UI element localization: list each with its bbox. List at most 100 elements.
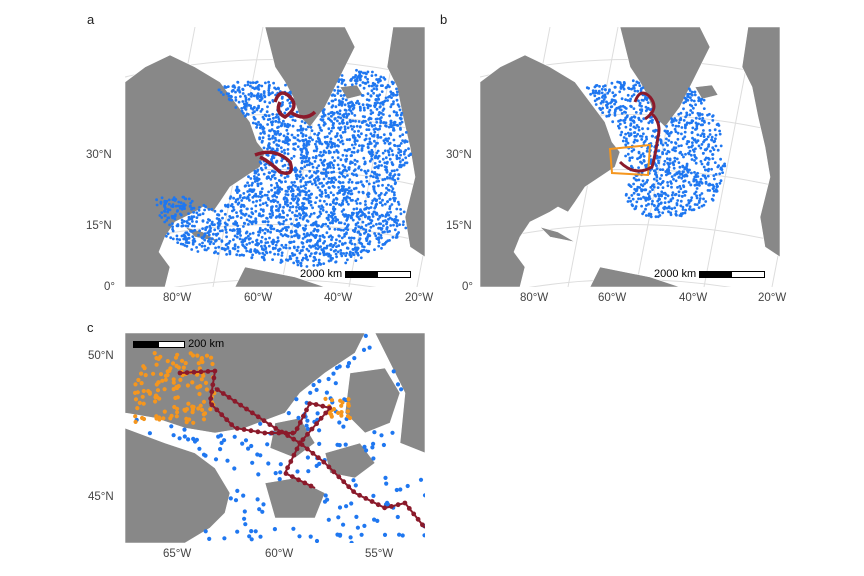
occurrence-point <box>377 238 380 241</box>
panel-c-track-points <box>177 368 425 528</box>
occurrence-point <box>272 81 275 85</box>
occurrence-point <box>680 132 683 136</box>
occurrence-point <box>173 199 177 202</box>
occurrence-point <box>629 117 632 121</box>
occurrence-point <box>651 188 654 192</box>
occurrence-point <box>209 355 214 360</box>
occurrence-point <box>682 185 686 189</box>
occurrence-point <box>644 207 647 211</box>
occurrence-point <box>375 151 379 155</box>
occurrence-point <box>376 141 379 145</box>
occurrence-point <box>305 163 309 167</box>
occurrence-point <box>133 397 139 402</box>
occurrence-point <box>213 228 217 232</box>
occurrence-point <box>632 131 636 134</box>
occurrence-point <box>402 163 405 167</box>
occurrence-point <box>317 205 321 208</box>
track-point <box>285 465 290 471</box>
occurrence-point <box>337 138 340 142</box>
occurrence-point <box>677 190 681 194</box>
panel-a-letter: a <box>87 12 95 27</box>
occurrence-point <box>267 244 271 248</box>
occurrence-point <box>195 385 200 390</box>
occurrence-point <box>241 244 245 248</box>
occurrence-point <box>682 170 685 174</box>
occurrence-point <box>299 185 303 189</box>
occurrence-point <box>672 166 676 170</box>
occurrence-point <box>642 132 645 136</box>
occurrence-point <box>289 217 292 221</box>
occurrence-point <box>630 94 634 98</box>
occurrence-point <box>181 365 186 370</box>
occurrence-point <box>239 216 243 220</box>
occurrence-point <box>257 233 260 237</box>
panel-b-scale-label: 2000 km <box>654 268 697 280</box>
occurrence-point <box>236 197 240 201</box>
occurrence-point <box>386 200 389 203</box>
occurrence-point <box>381 442 386 448</box>
occurrence-point <box>647 121 651 125</box>
occurrence-point <box>371 212 374 216</box>
occurrence-point <box>254 251 258 254</box>
occurrence-point <box>674 149 677 153</box>
occurrence-point <box>623 121 627 124</box>
occurrence-point <box>399 208 402 211</box>
occurrence-point <box>268 129 271 132</box>
panel-b-svg <box>480 27 780 287</box>
occurrence-point <box>185 220 189 223</box>
occurrence-point <box>218 219 222 223</box>
occurrence-point <box>691 141 694 144</box>
occurrence-point <box>192 215 196 219</box>
occurrence-point <box>201 241 204 245</box>
occurrence-point <box>390 203 394 206</box>
occurrence-point <box>139 381 144 386</box>
occurrence-point <box>356 221 360 225</box>
occurrence-point <box>248 219 251 223</box>
occurrence-point <box>315 145 318 148</box>
occurrence-point <box>350 150 354 154</box>
occurrence-point <box>180 221 184 225</box>
occurrence-point <box>326 216 330 220</box>
occurrence-point <box>290 197 294 201</box>
occurrence-point <box>315 223 318 226</box>
occurrence-point <box>285 200 289 204</box>
occurrence-point <box>613 113 617 117</box>
occurrence-point <box>355 160 359 163</box>
occurrence-point <box>308 169 312 173</box>
occurrence-point <box>332 212 336 216</box>
occurrence-point <box>341 97 345 101</box>
occurrence-point <box>266 118 270 121</box>
track-point <box>229 422 234 427</box>
occurrence-point <box>331 156 334 159</box>
occurrence-point <box>210 207 214 211</box>
occurrence-point <box>227 218 231 222</box>
occurrence-point <box>352 146 356 150</box>
occurrence-point <box>278 462 283 467</box>
occurrence-point <box>706 135 710 139</box>
occurrence-point <box>378 117 382 121</box>
occurrence-point <box>637 125 640 129</box>
occurrence-point <box>313 227 317 231</box>
occurrence-point <box>392 191 396 195</box>
occurrence-point <box>640 204 643 208</box>
occurrence-point <box>330 105 334 109</box>
occurrence-point <box>390 103 394 106</box>
occurrence-point <box>233 244 237 248</box>
occurrence-point <box>171 361 176 366</box>
occurrence-point <box>296 134 300 137</box>
occurrence-point <box>355 139 359 143</box>
occurrence-point <box>644 214 648 217</box>
occurrence-point <box>280 159 284 163</box>
occurrence-point <box>721 164 725 168</box>
occurrence-point <box>635 124 639 127</box>
occurrence-point <box>374 173 378 176</box>
occurrence-point <box>399 387 404 392</box>
land-polygon <box>741 27 780 258</box>
occurrence-point <box>338 89 342 93</box>
occurrence-point <box>682 107 685 111</box>
occurrence-point <box>670 175 674 179</box>
occurrence-point <box>270 227 273 231</box>
occurrence-point <box>174 414 179 419</box>
occurrence-point <box>261 251 265 255</box>
occurrence-point <box>358 241 361 245</box>
